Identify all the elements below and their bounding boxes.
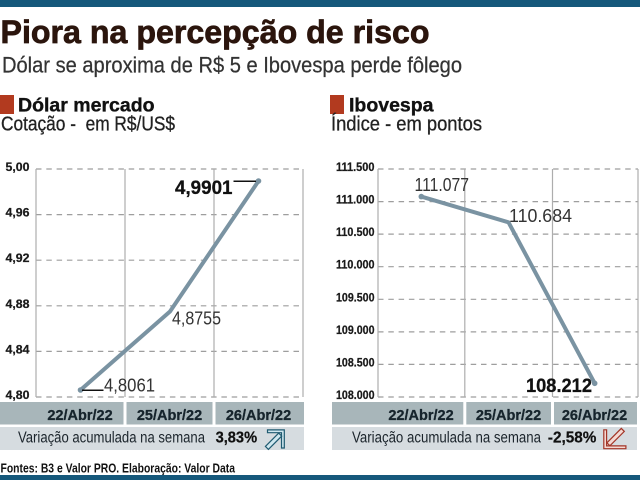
svg-text:3,83%: 3,83% bbox=[216, 430, 258, 447]
svg-text:Piora na percepção de risco: Piora na percepção de risco bbox=[1, 14, 430, 50]
svg-text:22/Abr/22: 22/Abr/22 bbox=[47, 408, 112, 424]
svg-text:111.500: 111.500 bbox=[336, 160, 375, 174]
svg-text:111.000: 111.000 bbox=[336, 193, 375, 207]
svg-text:Dólar se aproxima de R$ 5 e Ib: Dólar se aproxima de R$ 5 e Ibovespa per… bbox=[2, 53, 462, 78]
svg-text:110.684: 110.684 bbox=[509, 205, 572, 226]
svg-text:108.212: 108.212 bbox=[526, 375, 592, 397]
svg-text:4,88: 4,88 bbox=[6, 297, 30, 311]
svg-text:4,96: 4,96 bbox=[6, 206, 30, 220]
svg-text:25/Abr/22: 25/Abr/22 bbox=[137, 408, 202, 424]
svg-text:110.000: 110.000 bbox=[336, 258, 375, 272]
svg-text:109.000: 109.000 bbox=[336, 323, 375, 337]
svg-text:4,92: 4,92 bbox=[6, 251, 30, 265]
svg-text:22/Abr/22: 22/Abr/22 bbox=[388, 408, 453, 424]
svg-text:26/Abr/22: 26/Abr/22 bbox=[226, 408, 291, 424]
svg-text:108.000: 108.000 bbox=[336, 388, 375, 402]
svg-text:25/Abr/22: 25/Abr/22 bbox=[476, 408, 541, 424]
svg-text:Cotação - em R$/US$: Cotação - em R$/US$ bbox=[1, 114, 175, 136]
svg-text:Ibovespa: Ibovespa bbox=[349, 94, 434, 116]
svg-text:Fontes: B3 e Valor PRO. Elabor: Fontes: B3 e Valor PRO. Elaboração: Valo… bbox=[1, 460, 236, 475]
svg-text:110.500: 110.500 bbox=[336, 225, 375, 239]
svg-text:26/Abr/22: 26/Abr/22 bbox=[562, 408, 627, 424]
svg-text:4,8061: 4,8061 bbox=[104, 375, 155, 396]
svg-text:4,9901: 4,9901 bbox=[175, 177, 233, 199]
svg-text:5,00: 5,00 bbox=[6, 160, 30, 174]
svg-text:4,8755: 4,8755 bbox=[172, 307, 221, 328]
svg-text:Variação acumulada na semana: Variação acumulada na semana bbox=[352, 430, 541, 447]
svg-text:4,84: 4,84 bbox=[6, 342, 30, 356]
svg-text:108.500: 108.500 bbox=[336, 355, 375, 369]
svg-text:111.077: 111.077 bbox=[415, 174, 470, 195]
svg-text:109.500: 109.500 bbox=[336, 290, 375, 304]
svg-text:Dólar mercado: Dólar mercado bbox=[18, 94, 155, 116]
svg-text:-2,58%: -2,58% bbox=[548, 430, 597, 447]
svg-text:Variação acumulada na semana: Variação acumulada na semana bbox=[18, 430, 205, 447]
svg-text:Índice - em pontos: Índice - em pontos bbox=[331, 113, 482, 136]
svg-text:4,80: 4,80 bbox=[6, 388, 30, 402]
